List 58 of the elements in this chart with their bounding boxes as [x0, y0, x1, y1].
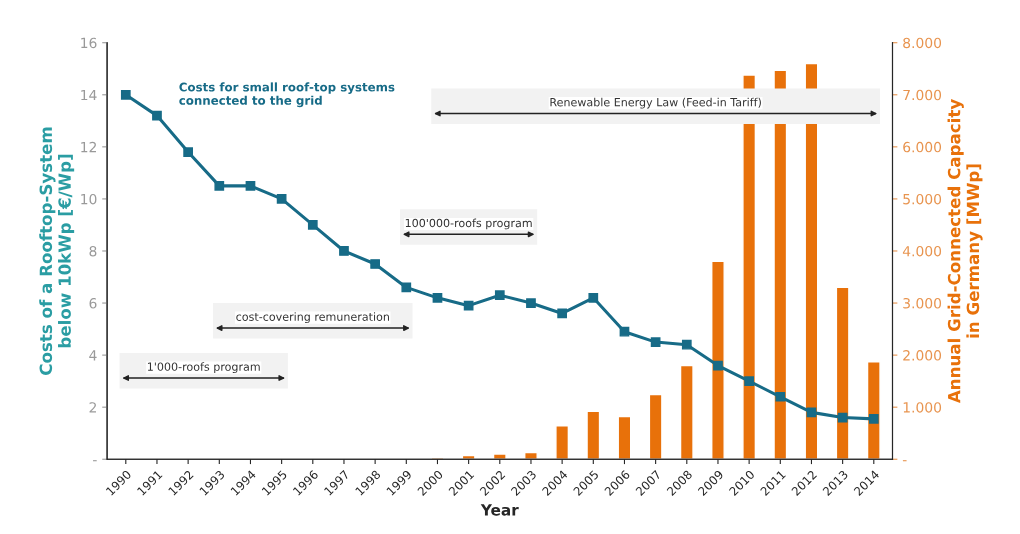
- series-label: Costs for small roof-top systems connected to the grid: [179, 82, 395, 108]
- point: [339, 246, 349, 256]
- point: [401, 282, 412, 293]
- bar: [648, 393, 663, 460]
- y-tick-label: 2: [89, 402, 96, 413]
- point: [650, 337, 661, 347]
- bar: [524, 451, 538, 460]
- point: [214, 181, 225, 191]
- y-tick-label: 12: [81, 141, 96, 153]
- y-tick-label: 14: [81, 89, 97, 101]
- y-tick-label: 8: [89, 245, 97, 257]
- y-axis-title: Costs of a Rooftop-System below 10kWp [€/Wp]: [39, 127, 75, 375]
- y-tick-label: 16: [81, 37, 97, 49]
- point: [370, 259, 380, 269]
- y2-tick-label: 6.000: [903, 141, 942, 153]
- bar: [711, 260, 725, 460]
- y2-axis-title: Annual Grid-Connected Capacity in Germany [MWp]: [947, 99, 983, 404]
- y-tick-label: 10: [81, 193, 97, 205]
- bar: [835, 286, 850, 460]
- bar: [461, 454, 476, 460]
- bar: [555, 425, 570, 460]
- y2-tick-label: 3.000: [903, 298, 942, 309]
- point: [432, 292, 443, 303]
- y2-tick-label: 4.000: [902, 245, 942, 257]
- y2-tick-label: 1.000: [903, 402, 942, 413]
- y-tick-label: -: [93, 460, 97, 462]
- point: [152, 110, 162, 121]
- point: [775, 391, 786, 402]
- point: [526, 298, 536, 308]
- y2-tick-label: 8.000: [903, 37, 942, 49]
- point: [494, 290, 505, 301]
- bar: [492, 453, 507, 460]
- y2-tick-label: 2.000: [903, 350, 942, 361]
- bar: [586, 410, 601, 460]
- band-label: cost-covering remuneration: [236, 312, 389, 324]
- y-tick-label: 6: [89, 298, 97, 309]
- point: [183, 147, 193, 157]
- y2-tick-label: -: [902, 460, 907, 462]
- point: [588, 292, 599, 303]
- point: [245, 181, 256, 191]
- bar: [617, 415, 632, 460]
- point: [120, 89, 131, 100]
- bar: [679, 364, 694, 460]
- y-tick-label: 4: [89, 350, 97, 361]
- y2-tick-label: 5.000: [903, 193, 942, 205]
- band-label: 1'000-roofs program: [147, 362, 260, 374]
- point: [619, 326, 630, 337]
- point: [713, 360, 723, 371]
- y2-tick-label: 7.000: [903, 89, 942, 101]
- point: [744, 376, 754, 387]
- point: [557, 308, 567, 319]
- band-label: 100'000-roofs program: [405, 218, 532, 230]
- point: [307, 220, 318, 230]
- x-axis-title: Year: [480, 504, 519, 516]
- point: [276, 194, 287, 204]
- band-label: Renewable Energy Law (Feed-in Tariff): [550, 97, 761, 109]
- point: [681, 339, 692, 350]
- point: [463, 300, 474, 311]
